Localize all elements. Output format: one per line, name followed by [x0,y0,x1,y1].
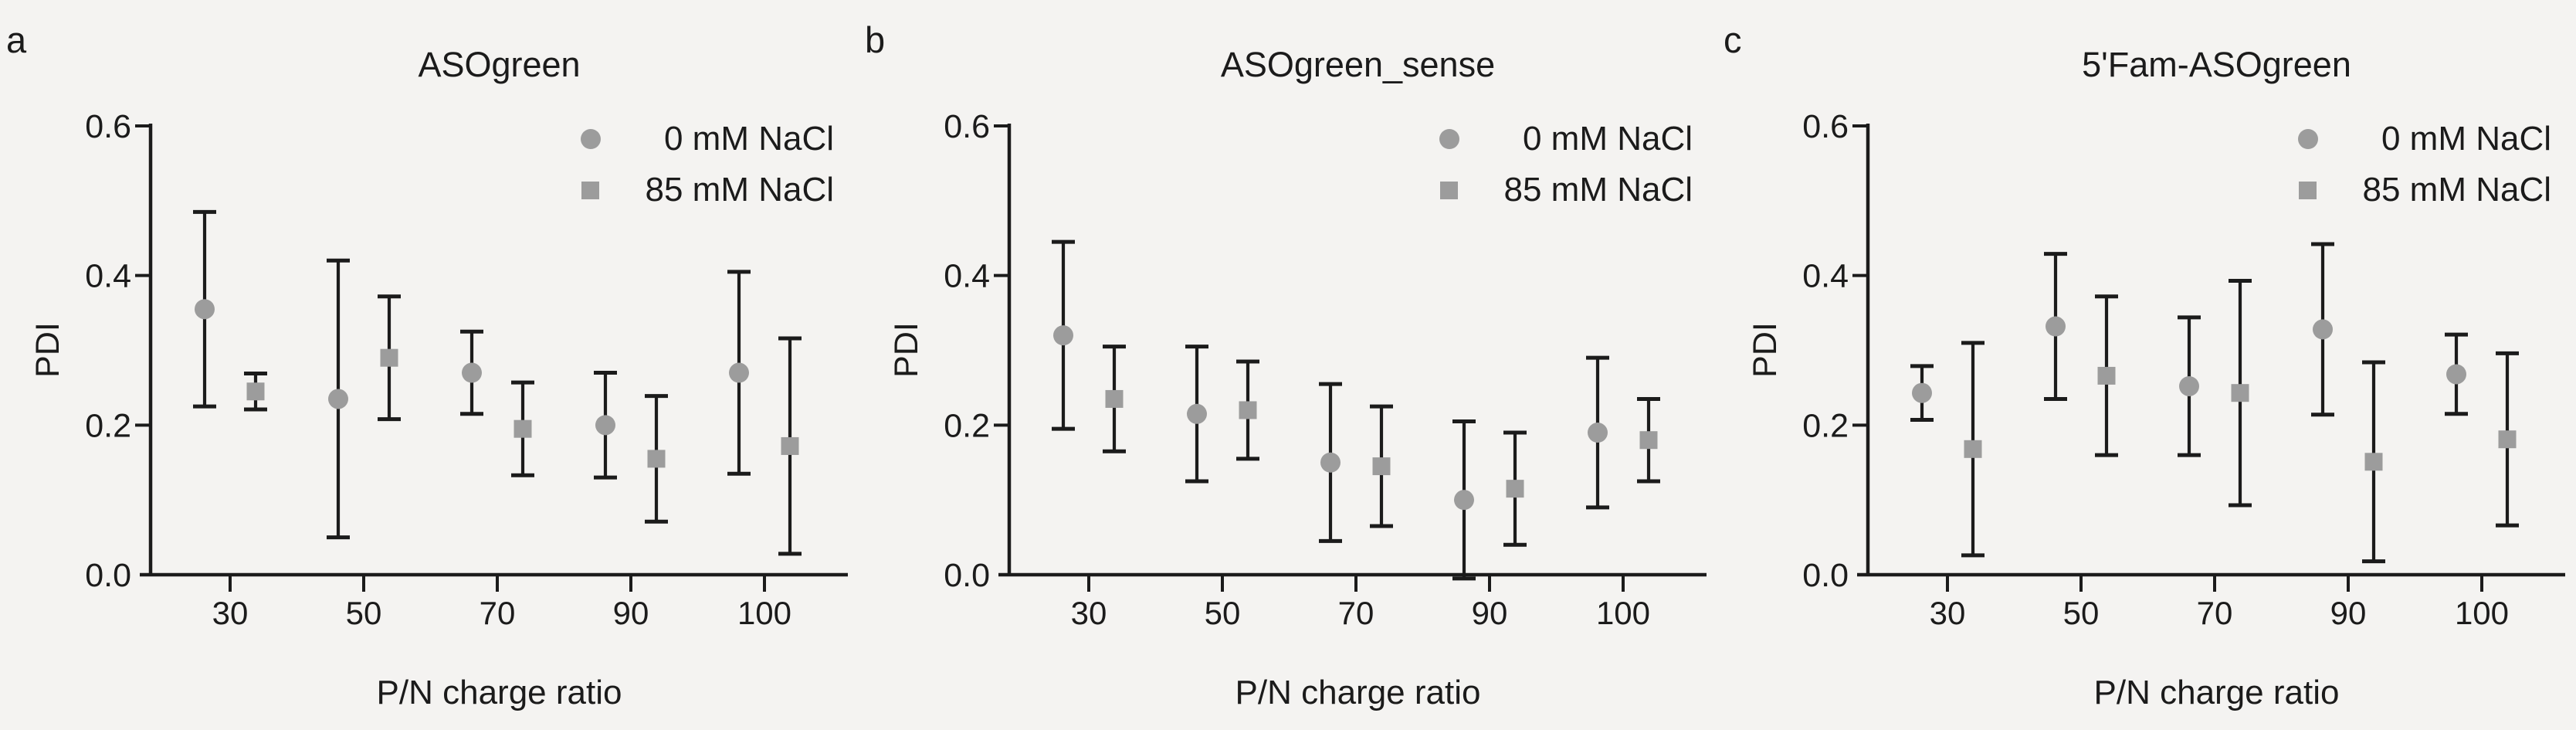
data-point-circle [1320,452,1341,473]
square-marker-icon [2298,181,2320,199]
y-tick-label: 0.0 [944,557,990,594]
circle-marker-icon [1439,129,1461,149]
chart-title-c: 5'Fam-ASOgreen [2082,45,2351,84]
legend-item-85mm: 85 mM NaCl [571,165,834,216]
legend-label-85mm: 85 mM NaCl [2362,171,2552,209]
data-point-square [246,382,265,401]
data-point-square [1105,389,1124,408]
data-point-circle [2046,316,2066,337]
x-axis-label-a: P/N charge ratio [376,674,622,711]
plot-area-b: 0.0 0.2 0.4 0.6 30 50 70 90 100 [944,108,1707,631]
x-tick-label: 50 [2063,595,2100,631]
y-tick-label: 0.6 [85,108,131,145]
x-axis-label-c: P/N charge ratio [2093,674,2340,711]
x-tick-label: 90 [613,595,649,631]
legend-label-85mm: 85 mM NaCl [645,171,835,209]
data-point-circle [2179,375,2199,396]
data-point-square [1239,401,1257,419]
legend-label-0mm: 0 mM NaCl [2381,120,2551,158]
panel-letter-a: a [6,19,27,60]
chart-title-a: ASOgreen [418,45,581,84]
square-marker-icon [581,181,602,199]
data-point-circle [595,415,615,436]
panel-letter-c: c [1724,19,1742,60]
x-tick-label: 100 [737,595,791,631]
y-tick-label: 0.4 [1802,258,1849,295]
plot-area-a: 0.0 0.2 0.4 0.6 30 50 70 90 100 [85,108,848,631]
panel-a: a ASOgreen PDI P/N charge ratio 0.0 0.2 0.… [0,0,859,730]
data-point-circle [2313,319,2333,340]
data-point-circle [729,362,749,383]
panel-letter-b: b [865,19,886,60]
legend-item-0mm: 0 mM NaCl [2289,114,2551,165]
circle-marker-icon [581,129,602,149]
data-point-square [1639,431,1658,450]
x-axis-label-b: P/N charge ratio [1235,674,1481,711]
y-tick-label: 0.4 [85,258,131,295]
data-point-circle [1053,325,1073,346]
y-tick-label: 0.0 [85,557,131,594]
data-point-circle [195,299,215,320]
data-point-square [781,436,799,455]
data-point-circle [1588,423,1608,443]
x-tick-label: 50 [346,595,382,631]
data-point-circle [462,362,482,383]
y-tick-label: 0.2 [944,407,990,444]
chart-title-b: ASOgreen_sense [1220,45,1496,84]
legend-a: 0 mM NaCl 85 mM NaCl [571,114,834,216]
data-point-circle [328,389,348,409]
data-point-circle [1187,403,1207,424]
panel-c: c 5'Fam-ASOgreen PDI P/N charge ratio 0.… [1717,0,2576,730]
data-point-square [2498,430,2517,449]
data-point-square [2231,384,2249,402]
x-tick-label: 30 [212,595,249,631]
x-tick-label: 90 [1472,595,1508,631]
legend-label-0mm: 0 mM NaCl [663,120,834,158]
y-tick-label: 0.4 [944,258,990,295]
x-tick-label: 100 [1596,595,1650,631]
x-tick-label: 70 [1338,595,1374,631]
y-tick-label: 0.6 [1802,108,1849,145]
y-tick-label: 0.6 [944,108,990,145]
data-point-square [1964,440,1982,458]
plot-area-c: 0.0 0.2 0.4 0.6 30 50 70 90 100 [1802,108,2565,631]
legend-item-0mm: 0 mM NaCl [571,114,834,165]
legend-item-0mm: 0 mM NaCl [1430,114,1693,165]
x-tick-label: 30 [1930,595,1966,631]
data-point-square [514,419,532,438]
x-tick-label: 100 [2455,595,2509,631]
data-point-circle [1912,382,1932,403]
x-tick-label: 90 [2330,595,2367,631]
y-tick-label: 0.2 [1802,407,1849,444]
data-point-square [380,348,398,367]
data-point-square [1372,457,1391,476]
data-point-square [2364,453,2383,471]
legend-label-0mm: 0 mM NaCl [1522,120,1693,158]
data-point-square [647,450,666,468]
y-tick-label: 0.2 [85,407,131,444]
legend-item-85mm: 85 mM NaCl [1430,165,1693,216]
legend-c: 0 mM NaCl 85 mM NaCl [2289,114,2551,216]
legend-b: 0 mM NaCl 85 mM NaCl [1430,114,1693,216]
data-point-circle [1454,490,1474,511]
circle-marker-icon [2298,129,2320,149]
legend-item-85mm: 85 mM NaCl [2289,165,2551,216]
data-point-circle [2446,364,2466,385]
y-tick-label: 0.0 [1802,557,1849,594]
x-tick-label: 30 [1071,595,1107,631]
panel-b: b ASOgreen_sense PDI P/N charge ratio 0.… [859,0,1717,730]
data-point-square [1506,480,1524,498]
x-tick-label: 70 [2197,595,2233,631]
data-point-square [2097,366,2116,385]
square-marker-icon [1439,181,1461,199]
x-tick-label: 50 [1205,595,1241,631]
legend-label-85mm: 85 mM NaCl [1503,171,1693,209]
x-tick-label: 70 [480,595,516,631]
